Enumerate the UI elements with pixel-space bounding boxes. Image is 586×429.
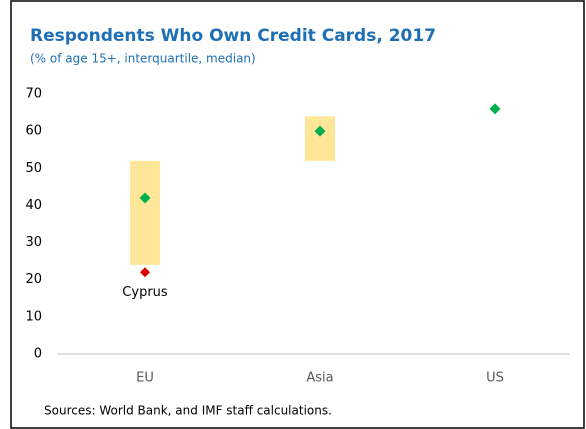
y-tick-label: 30 [25, 235, 42, 250]
y-tick-label: 20 [25, 272, 42, 287]
y-tick-label: 0 [34, 347, 42, 362]
y-tick-label: 70 [25, 87, 42, 102]
source: Sources: World Bank, and IMF staff calcu… [44, 404, 332, 418]
x-tick-label: EU [136, 371, 154, 386]
y-tick-label: 10 [25, 309, 42, 324]
x-tick-label: Asia [306, 371, 333, 386]
annotation-point [140, 267, 150, 278]
y-tick-label: 60 [25, 124, 42, 139]
median-point [489, 103, 501, 115]
range-bar [130, 160, 160, 265]
annotation-label: Cyprus [122, 285, 168, 300]
chart-subtitle: (% of age 15+, interquartile, median) [30, 52, 256, 66]
y-tick-label: 50 [25, 161, 42, 176]
x-tick-label: US [486, 371, 504, 386]
chart-title: Respondents Who Own Credit Cards, 2017 [30, 26, 436, 46]
range-bar [305, 116, 335, 161]
y-tick-label: 40 [25, 198, 42, 213]
median-point [139, 192, 151, 204]
frame [10, 0, 585, 429]
median-point [314, 125, 326, 137]
